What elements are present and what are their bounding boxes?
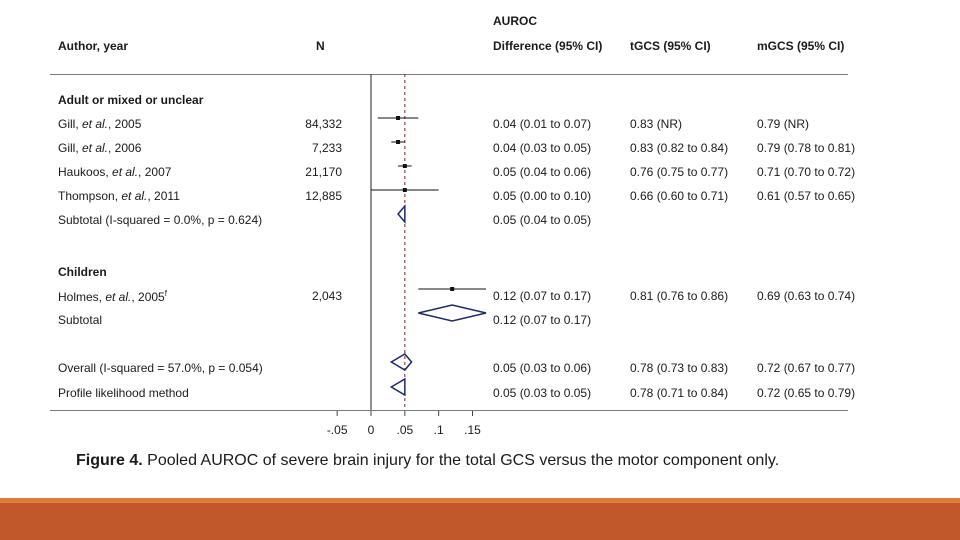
author-year: , 2005 (131, 290, 165, 304)
difference-column-header: Difference (95% CI) (493, 39, 603, 53)
mgcs-value: 0.71 (0.70 to 0.72) (757, 165, 856, 179)
tgcs-value: 0.81 (0.76 to 0.86) (630, 289, 729, 303)
author-superscript: f (164, 289, 167, 298)
mgcs-value: 0.72 (0.65 to 0.79) (757, 386, 856, 400)
figure-caption: Figure 4. Pooled AUROC of severe brain i… (76, 452, 779, 470)
section-label: Children (58, 265, 107, 279)
study-point-marker (402, 188, 407, 192)
author-name: Haukoos, (58, 165, 113, 179)
difference-value: 0.05 (0.03 to 0.06) (493, 361, 592, 375)
author-name: Gill, (58, 141, 82, 155)
author-year: , 2011 (147, 189, 180, 203)
study-point-marker (396, 116, 401, 120)
study-author-label: Holmes, et al., 2005f (58, 289, 167, 304)
difference-value: 0.12 (0.07 to 0.17) (493, 289, 592, 303)
study-author-label: Gill, et al., 2005 (58, 117, 141, 131)
tgcs-value: 0.76 (0.75 to 0.77) (630, 165, 729, 179)
author-name: Holmes, (58, 290, 106, 304)
summary-diamond (389, 353, 413, 371)
tgcs-value: 0.78 (0.73 to 0.83) (630, 361, 729, 375)
author-year: , 2007 (138, 165, 172, 179)
study-author-label: Gill, et al., 2006 (58, 141, 141, 155)
author-name: Gill, (58, 117, 82, 131)
header-divider (50, 74, 848, 75)
tgcs-column-header: tGCS (95% CI) (630, 39, 711, 53)
author-etal: et al. (121, 189, 148, 203)
author-column-header: Author, year (58, 39, 129, 53)
figure-caption-label: Figure 4. (76, 452, 143, 469)
difference-value: 0.05 (0.04 to 0.06) (493, 165, 592, 179)
study-author-label: Haukoos, et al., 2007 (58, 165, 171, 179)
mgcs-column-header: mGCS (95% CI) (757, 39, 845, 53)
summary-label: Subtotal (I-squared = 0.0%, p = 0.624) (58, 213, 263, 227)
study-author-label: Thompson, et al., 2011 (58, 189, 180, 203)
difference-value: 0.05 (0.03 to 0.05) (493, 386, 592, 400)
mgcs-value: 0.79 (NR) (757, 117, 810, 131)
study-point-marker (402, 164, 407, 168)
author-year: , 2005 (108, 117, 142, 131)
study-n-value: 12,885 (305, 189, 342, 203)
study-n-value: 7,233 (311, 141, 342, 155)
footer-band (0, 503, 960, 540)
author-etal: et al. (82, 141, 109, 155)
summary-diamond (418, 304, 487, 322)
study-n-value: 84,332 (305, 117, 342, 131)
tgcs-value: 0.83 (NR) (630, 117, 683, 131)
tgcs-value: 0.66 (0.60 to 0.71) (630, 189, 729, 203)
tgcs-value: 0.78 (0.71 to 0.84) (630, 386, 729, 400)
x-axis-tick-label: .05 (396, 423, 413, 437)
study-n-value: 21,170 (305, 165, 342, 179)
mgcs-value: 0.72 (0.67 to 0.77) (757, 361, 856, 375)
summary-diamond (389, 377, 406, 397)
footer-accent-line (0, 498, 960, 503)
study-n-value: 2,043 (311, 289, 342, 303)
author-etal: et al. (82, 117, 109, 131)
mgcs-value: 0.69 (0.63 to 0.74) (757, 289, 856, 303)
difference-value: 0.05 (0.04 to 0.05) (493, 213, 592, 227)
difference-value: 0.04 (0.03 to 0.05) (493, 141, 592, 155)
section-label: Adult or mixed or unclear (58, 93, 204, 107)
n-column-header: N (316, 39, 325, 53)
summary-diamond (397, 203, 406, 225)
author-etal: et al. (112, 165, 139, 179)
study-point-marker (450, 287, 455, 291)
author-name: Thompson, (58, 189, 122, 203)
author-etal: et al. (105, 290, 132, 304)
summary-label: Profile likelihood method (58, 386, 189, 400)
x-axis-tick-label: 0 (368, 423, 375, 437)
x-axis-tick-label: .15 (464, 423, 481, 437)
x-axis-tick-label: -.05 (327, 423, 348, 437)
x-axis-tick-label: .1 (434, 423, 444, 437)
mgcs-value: 0.79 (0.78 to 0.81) (757, 141, 856, 155)
difference-value: 0.05 (0.00 to 0.10) (493, 189, 592, 203)
mgcs-value: 0.61 (0.57 to 0.65) (757, 189, 856, 203)
tgcs-value: 0.83 (0.82 to 0.84) (630, 141, 729, 155)
author-year: , 2006 (108, 141, 142, 155)
auroc-group-title: AUROC (493, 14, 537, 28)
difference-value: 0.04 (0.01 to 0.07) (493, 117, 592, 131)
summary-label: Subtotal (58, 313, 103, 327)
difference-value: 0.12 (0.07 to 0.17) (493, 313, 592, 327)
study-point-marker (396, 140, 401, 144)
summary-label: Overall (I-squared = 57.0%, p = 0.054) (58, 361, 263, 375)
bottom-divider (50, 410, 848, 411)
figure-caption-text: Pooled AUROC of severe brain injury for … (147, 452, 780, 469)
